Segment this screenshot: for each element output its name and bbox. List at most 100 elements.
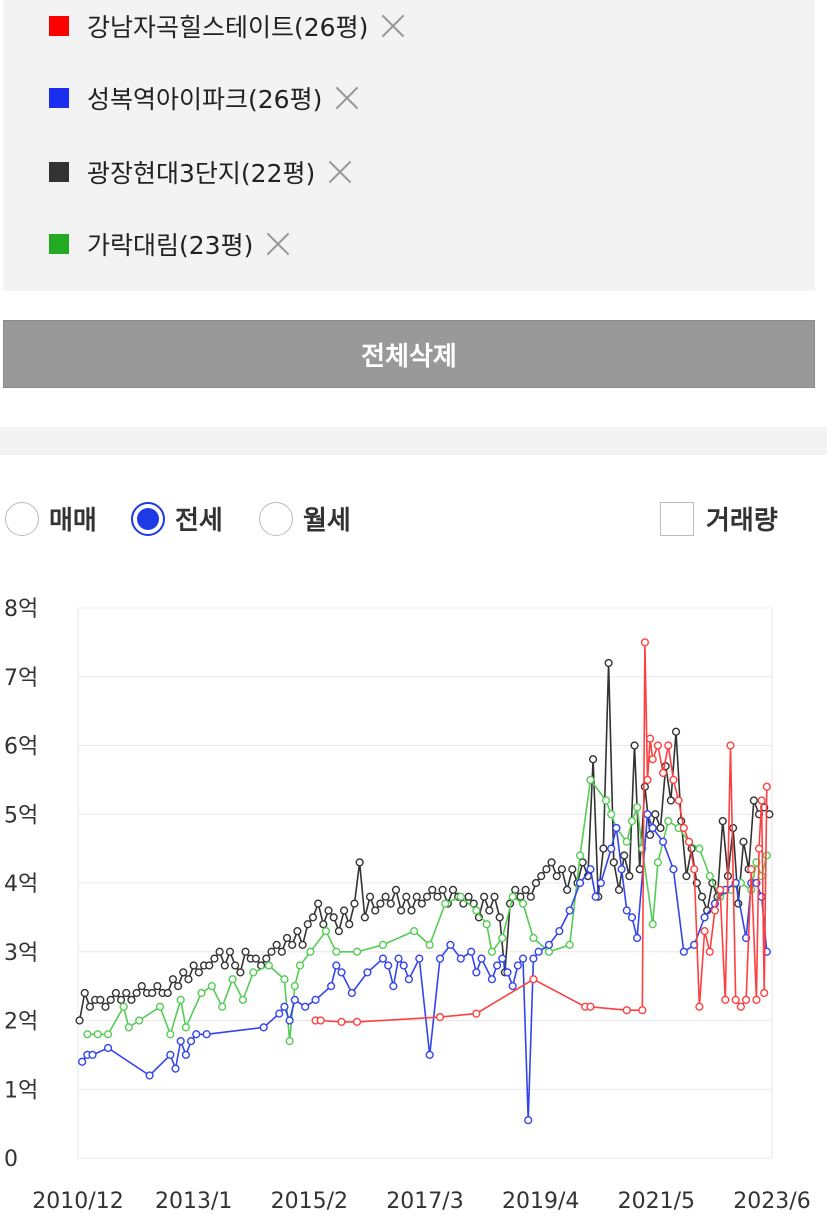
data-point [272, 940, 281, 949]
data-point [630, 741, 639, 750]
checkbox-box[interactable] [660, 501, 694, 536]
data-point [207, 982, 216, 991]
data-point [371, 906, 380, 915]
data-point [285, 1037, 294, 1046]
data-point [303, 920, 312, 929]
data-point [231, 961, 240, 970]
data-point [332, 961, 341, 970]
data-point [215, 947, 224, 956]
data-point [171, 1064, 180, 1073]
data-point [658, 768, 668, 778]
legend-swatch [49, 162, 69, 182]
compare-list: 강남자곡힐스테이트(26평) 성복역아이파크(26평) 광장현대3단지(22평)… [3, 0, 815, 291]
radio-circle[interactable] [259, 501, 293, 536]
close-icon[interactable] [332, 83, 362, 113]
data-point [524, 1116, 533, 1125]
data-point [301, 1002, 310, 1011]
data-point [464, 892, 473, 901]
data-point [389, 982, 398, 991]
close-icon[interactable] [325, 157, 355, 187]
radio-monthly[interactable]: 월세 [259, 500, 351, 537]
data-point [552, 872, 561, 881]
data-point [435, 1012, 445, 1022]
data-point [762, 851, 771, 860]
data-point [85, 1002, 95, 1011]
data-point [757, 892, 766, 901]
legend-swatch [49, 16, 69, 36]
radio-circle[interactable] [131, 501, 165, 536]
data-point [498, 933, 507, 943]
data-point [236, 968, 245, 977]
data-point [174, 982, 183, 991]
data-point [456, 892, 465, 901]
data-point [601, 796, 611, 805]
data-point [448, 885, 458, 894]
data-point [762, 782, 771, 791]
data-point [386, 899, 395, 908]
x-tick-label: 2015/2 [271, 1189, 348, 1214]
data-point [568, 865, 577, 874]
data-point [153, 982, 162, 991]
data-point [176, 995, 185, 1004]
radio-sale[interactable]: 매매 [5, 500, 97, 537]
data-point [485, 906, 494, 915]
close-icon[interactable] [263, 229, 293, 259]
data-point [202, 1030, 211, 1039]
data-point [656, 823, 665, 833]
data-point [83, 1030, 92, 1039]
data-point [586, 775, 595, 784]
data-point [415, 954, 424, 963]
data-point [752, 995, 761, 1004]
data-point [648, 823, 657, 833]
data-point [721, 995, 730, 1004]
data-point [622, 906, 631, 915]
data-point [145, 1071, 154, 1080]
data-point [633, 933, 642, 943]
data-point [399, 961, 408, 970]
data-point [705, 872, 714, 881]
data-point [627, 817, 637, 826]
data-point [651, 810, 660, 819]
data-point [116, 995, 126, 1004]
data-point [365, 892, 375, 901]
data-point [526, 892, 535, 901]
data-point [148, 988, 157, 998]
radio-jeonse[interactable]: 전세 [131, 500, 223, 537]
data-point [534, 947, 543, 956]
data-point [428, 885, 437, 894]
data-point [135, 1016, 144, 1025]
volume-checkbox[interactable]: 거래량 [660, 500, 778, 537]
data-point [666, 796, 675, 805]
data-point [334, 927, 343, 936]
data-point [249, 968, 258, 977]
data-point [438, 885, 447, 894]
legend-item: 강남자곡힐스테이트(26평) [49, 6, 408, 46]
data-point [643, 810, 652, 819]
data-point [472, 1009, 481, 1018]
radio-circle[interactable] [5, 501, 39, 536]
data-point [575, 851, 585, 860]
data-point [625, 872, 634, 881]
data-point [78, 1057, 87, 1066]
data-point [404, 975, 414, 984]
data-point [402, 892, 411, 901]
data-point [728, 823, 738, 833]
data-point [293, 927, 302, 936]
data-point [482, 920, 491, 929]
data-point [653, 858, 662, 867]
data-point [684, 837, 694, 846]
data-point [537, 872, 546, 881]
data-point [316, 1016, 325, 1025]
data-point [168, 975, 178, 984]
close-icon[interactable] [378, 11, 408, 41]
data-point [700, 927, 709, 936]
data-point [329, 913, 338, 922]
data-point [638, 1006, 647, 1015]
data-point [565, 940, 574, 949]
checkbox-label: 거래량 [706, 506, 778, 536]
data-point [197, 988, 206, 998]
section-divider [0, 427, 827, 455]
clear-all-button[interactable]: 전체삭제 [3, 320, 815, 388]
data-point [469, 899, 478, 908]
data-point [285, 1016, 294, 1025]
